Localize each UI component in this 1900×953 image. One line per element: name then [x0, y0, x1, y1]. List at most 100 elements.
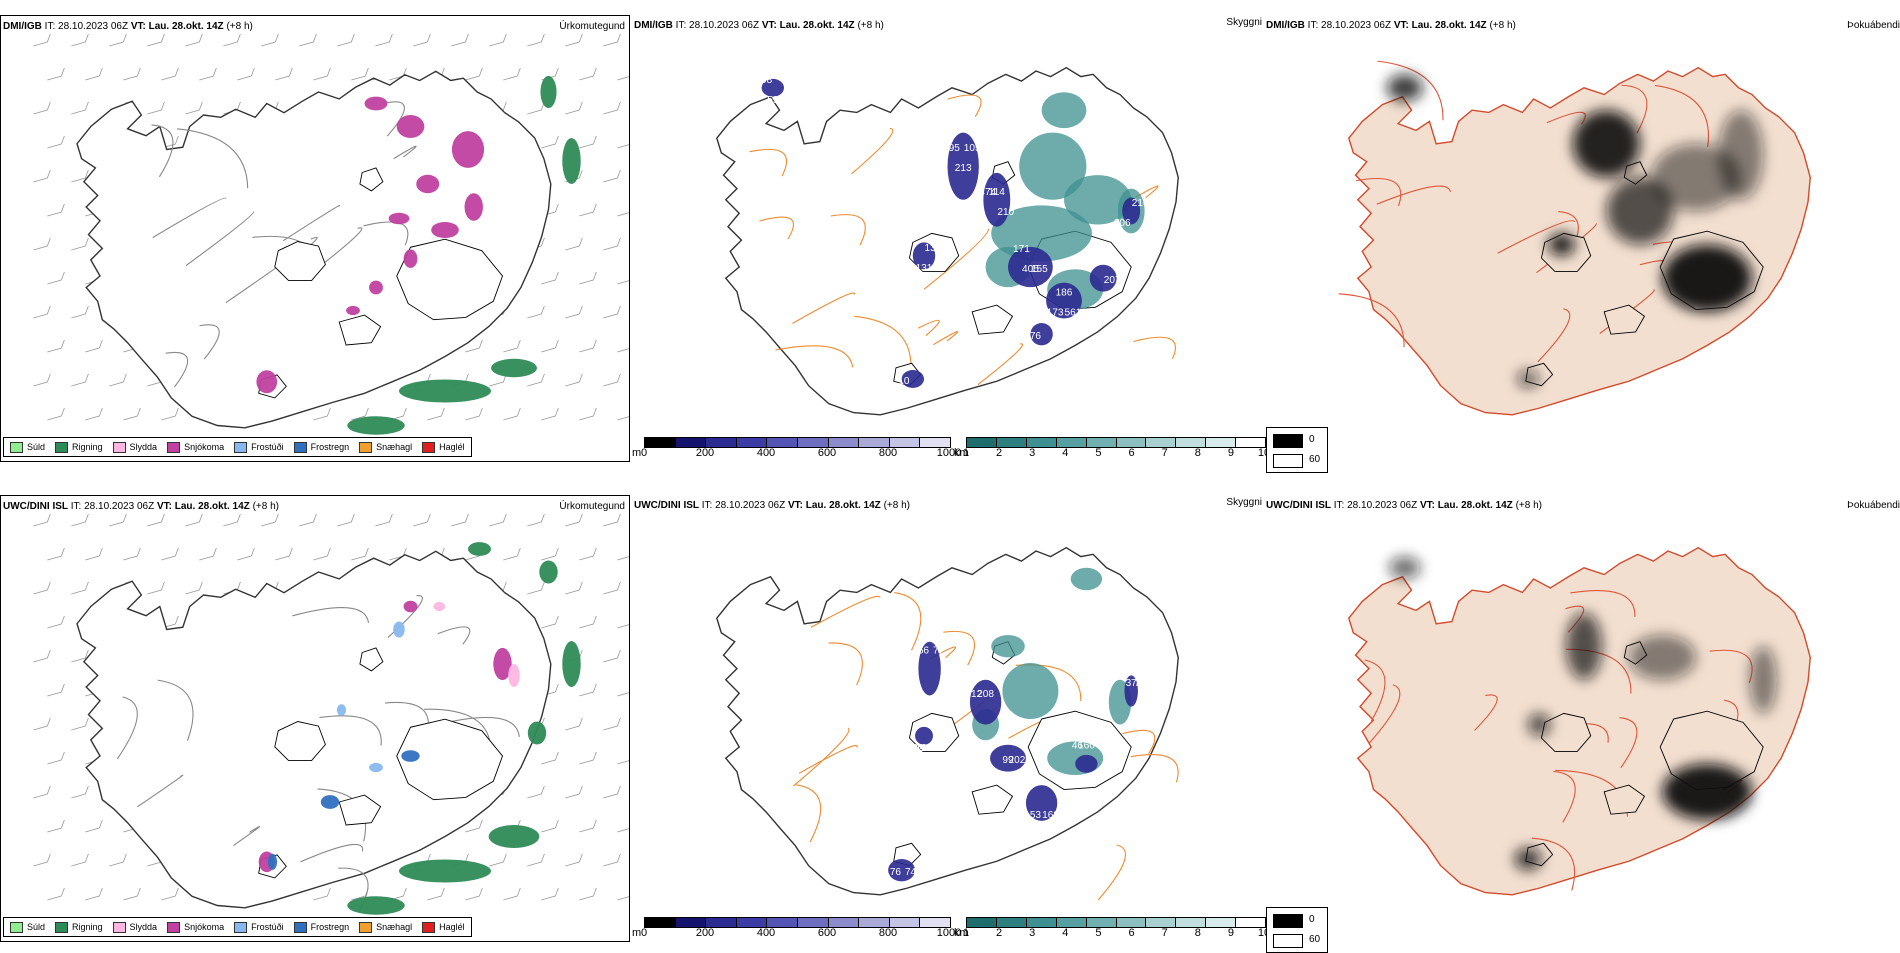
road-line — [933, 331, 959, 346]
visibility-scale-tick: 1 — [962, 447, 970, 459]
road-line — [363, 221, 409, 246]
cloud-base-value: 213 — [955, 163, 972, 174]
fog-legend-swatch — [1273, 434, 1303, 448]
wind-barb — [579, 887, 597, 901]
legend-item-haglél: Haglél — [422, 441, 465, 453]
lead-time: (+8 h) — [252, 501, 279, 512]
wind-barb — [617, 760, 629, 765]
precip-area — [488, 825, 540, 848]
iceland-map — [1338, 60, 1811, 416]
fog-legend-label: 60 — [1309, 934, 1321, 945]
precip-area — [431, 221, 459, 239]
model-name: DMI/IGB — [3, 21, 42, 32]
wind-barb — [147, 101, 165, 115]
visibility-scale-tick: 9 — [1227, 447, 1234, 459]
wind-barb — [71, 513, 89, 527]
visibility-scale-tick: 8 — [1194, 447, 1201, 459]
color-step — [797, 438, 829, 447]
wind-barb — [299, 33, 317, 47]
wind-barb — [579, 203, 597, 217]
wind-barb — [47, 887, 65, 901]
cloud-base-value: 99 — [1002, 755, 1014, 766]
color-step — [675, 918, 707, 927]
legend-swatch — [359, 921, 373, 933]
cloud-base-value: 59 — [767, 95, 779, 106]
road-line — [176, 128, 249, 189]
road-line — [923, 228, 990, 290]
wind-barb — [71, 101, 89, 115]
wind-barb — [109, 853, 127, 867]
init-time-label: IT: — [1307, 20, 1319, 31]
wind-barb — [603, 169, 621, 183]
legend-label: Snjókoma — [184, 922, 225, 932]
cloud-base-scale: m 0 200 400 600 800 1000 — [632, 915, 967, 939]
init-time-label: IT: — [701, 500, 713, 511]
road-line — [1133, 336, 1176, 359]
wind-barb — [465, 407, 483, 421]
wind-barb — [413, 33, 431, 47]
wind-barb — [603, 305, 621, 319]
cloud-base-value: 74 — [905, 867, 917, 878]
wind-barb — [617, 556, 629, 561]
fog-legend-swatch — [1273, 914, 1303, 928]
color-step — [1236, 918, 1266, 927]
legend-swatch — [359, 441, 373, 453]
valid-time-label: VT: — [130, 21, 146, 32]
cloud-base-area — [1124, 675, 1138, 707]
color-step — [996, 918, 1027, 927]
panel-header: DMI/IGB IT: 28.10.2023 06Z VT: Lau. 28.o… — [3, 21, 253, 32]
valid-time: Lau. 28.okt. 14Z — [1437, 500, 1513, 511]
wind-barb — [565, 581, 583, 595]
wind-barb — [71, 581, 89, 595]
wind-barb — [565, 513, 583, 527]
color-step — [1086, 918, 1117, 927]
road-line — [894, 591, 922, 651]
panel-header: UWC/DINI ISL IT: 28.10.2023 06Z VT: Lau.… — [1266, 500, 1542, 511]
init-time: 28.10.2023 06Z — [84, 501, 155, 512]
road-line — [199, 324, 220, 360]
road-line — [386, 101, 405, 137]
precip-area — [396, 115, 425, 138]
cloud-base-value: 186 — [1056, 288, 1073, 299]
cloud-base-area — [888, 859, 916, 882]
cloud-base-map: 95 114 155 173 191 210 176 131 330 198 213 210 171 18… — [716, 66, 1179, 416]
visibility-scale-tick: 7 — [1161, 927, 1168, 939]
wind-barb — [579, 339, 597, 353]
legend-label: Slydda — [129, 442, 158, 452]
wind-barb — [579, 547, 597, 561]
wind-barb — [603, 33, 621, 47]
wind-barb — [503, 67, 521, 81]
cloud-base-value: 78 — [1135, 678, 1147, 689]
precip-type-panel: UWC/DINI ISL IT: 28.10.2023 06Z VT: Lau.… — [0, 495, 630, 942]
wind-barb — [161, 67, 179, 81]
visibility-area — [1041, 92, 1087, 129]
color-step — [1026, 438, 1057, 447]
color-step — [967, 438, 997, 447]
wind-barb — [71, 785, 89, 799]
legend-item-súld: Súld — [10, 441, 45, 453]
wind-barb — [223, 33, 241, 47]
color-step — [645, 438, 676, 447]
legend-label: Slydda — [129, 922, 158, 932]
wind-barb — [527, 373, 545, 387]
road-line — [1097, 844, 1126, 901]
precip-area — [403, 249, 418, 268]
wind-barb — [47, 271, 65, 285]
road-line — [943, 630, 976, 666]
wind-barb — [109, 513, 127, 527]
cloud-base-scale: m 0 200 400 600 800 1000 — [632, 435, 967, 459]
lead-time: (+8 h) — [883, 500, 910, 511]
wind-barb — [579, 683, 597, 697]
cloud-base-area — [912, 242, 936, 270]
color-step — [767, 438, 798, 447]
wind-barb — [33, 101, 51, 115]
precip-map — [33, 513, 629, 915]
color-step — [859, 438, 890, 447]
fog-map — [1338, 60, 1811, 416]
glacier-outline — [274, 241, 326, 282]
precip-area — [464, 193, 483, 221]
visibility-scale-tick: 7 — [1161, 447, 1168, 459]
cloud-base-value: 474 — [979, 187, 996, 198]
glacier-outline — [1603, 784, 1646, 815]
legend-swatch — [422, 441, 436, 453]
